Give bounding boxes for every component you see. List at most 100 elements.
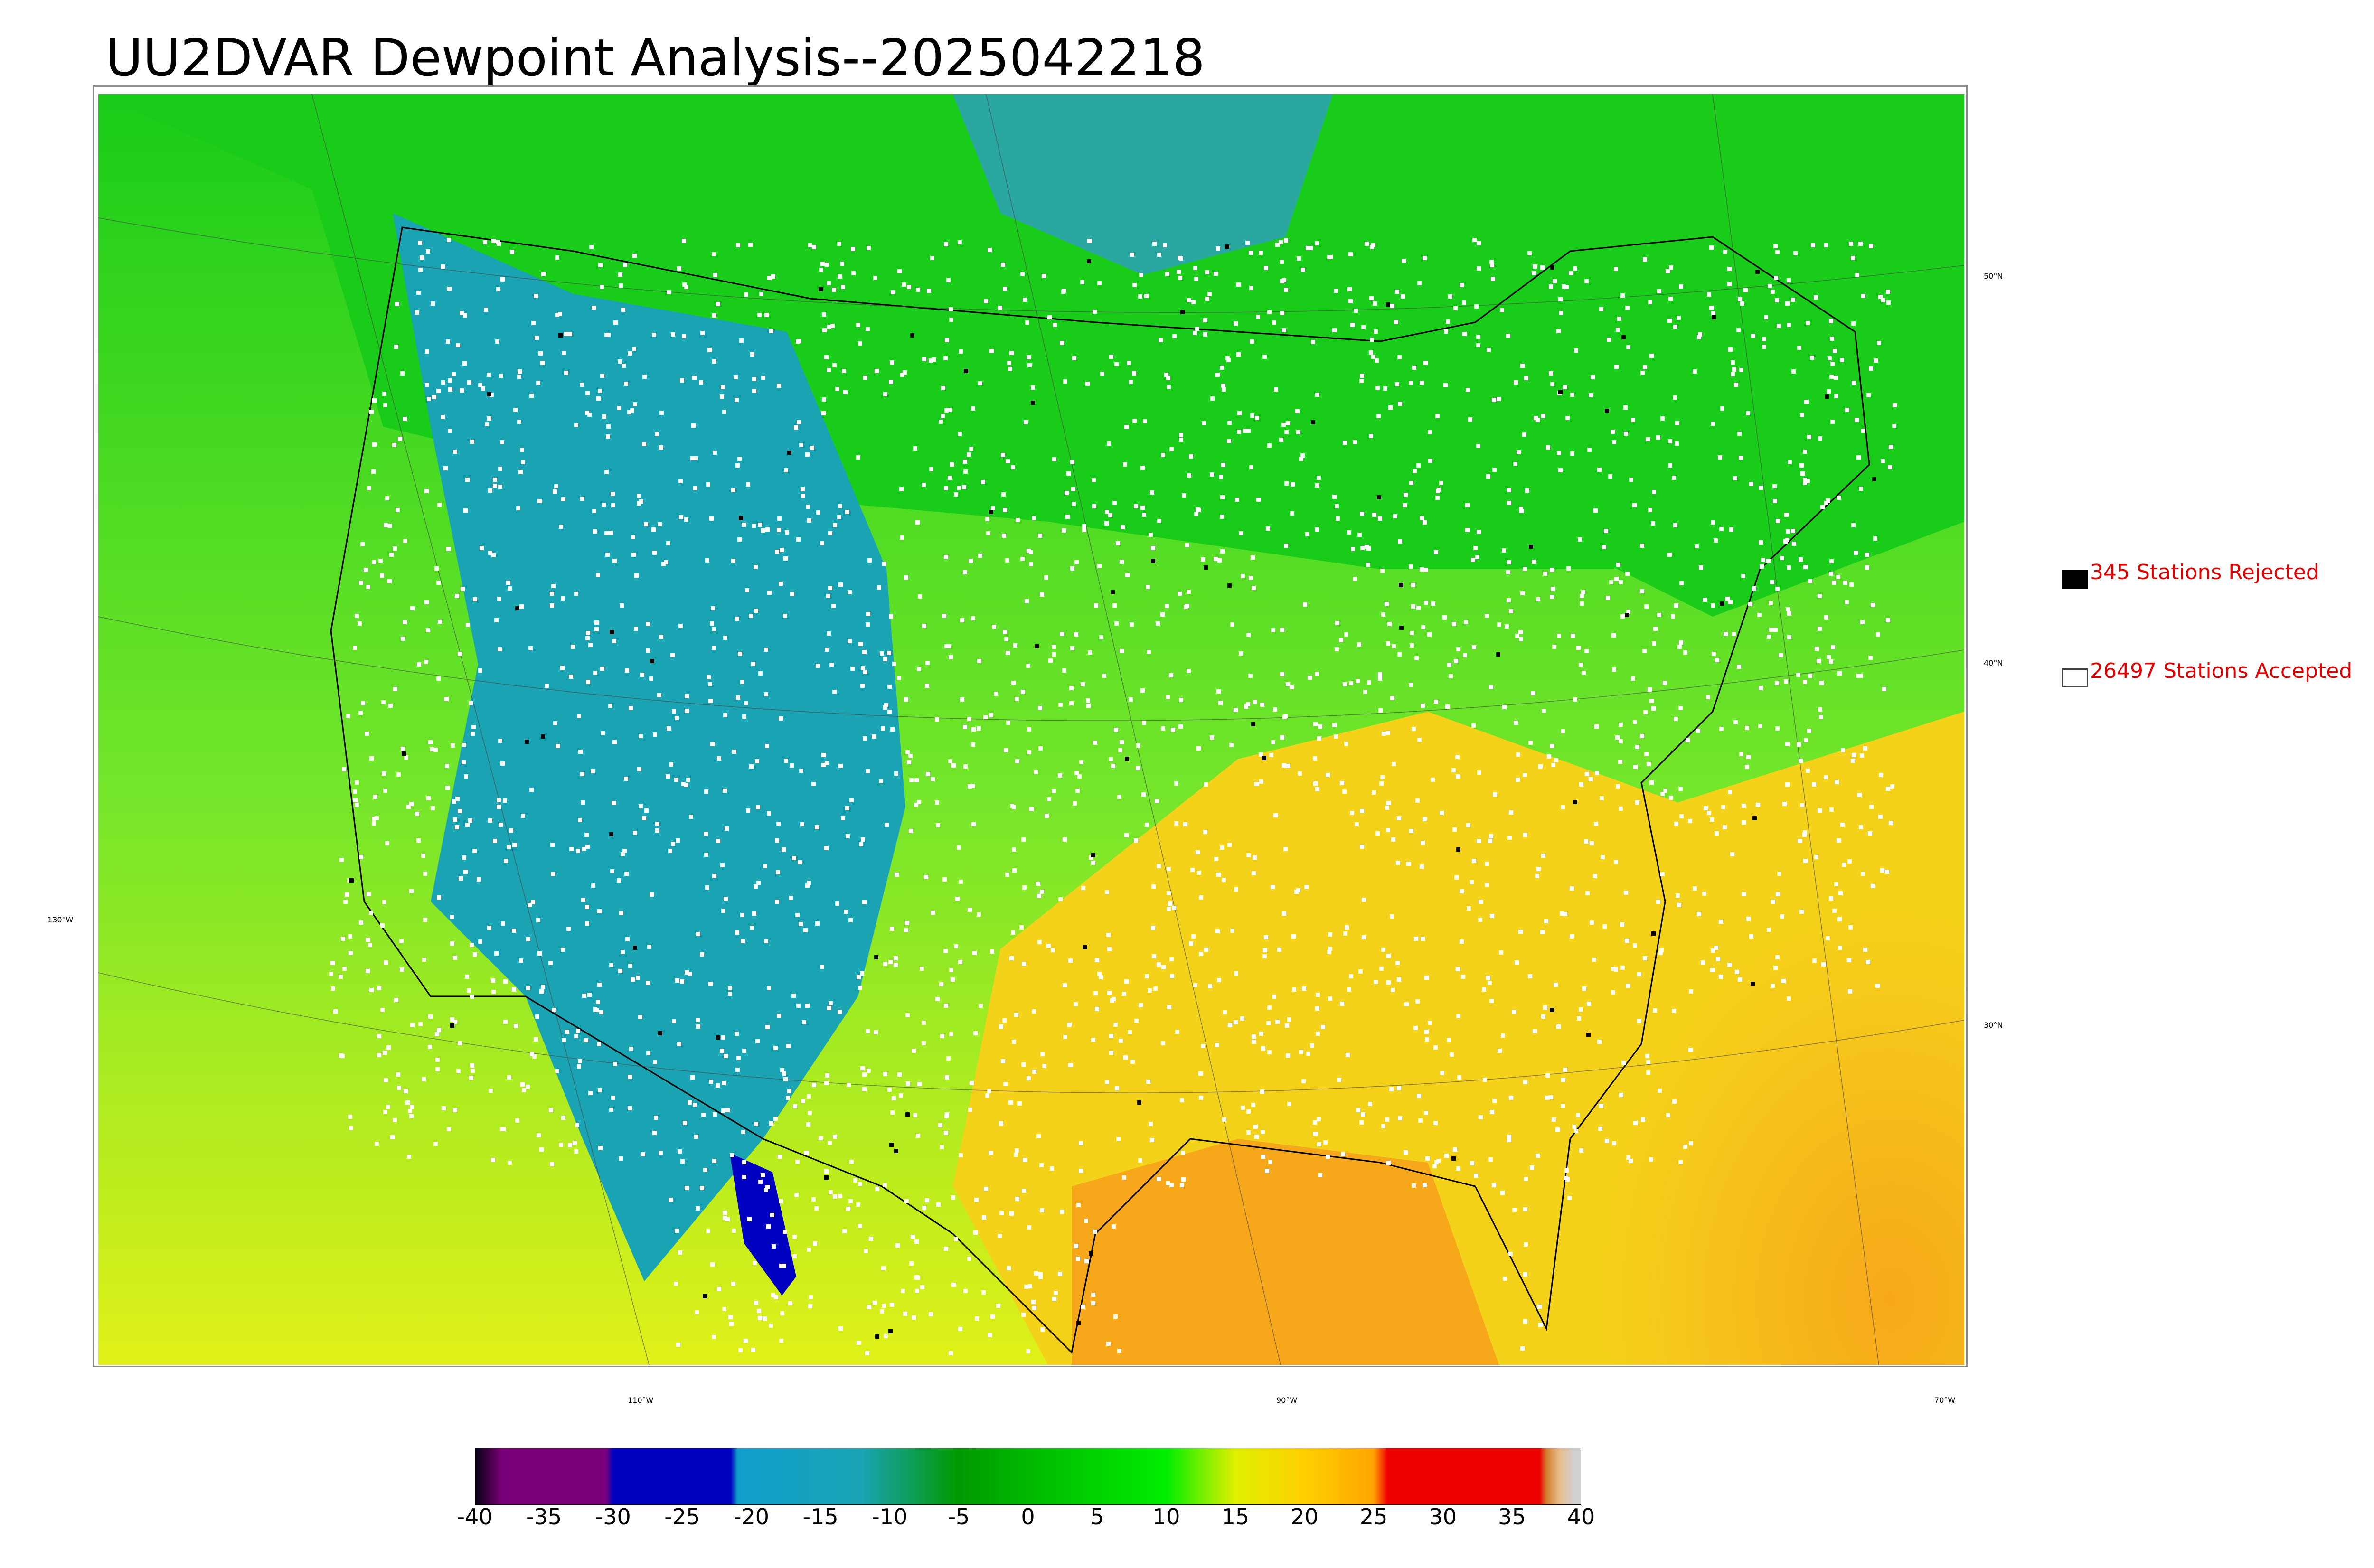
accepted-station-marker — [382, 392, 386, 396]
accepted-station-marker — [1522, 432, 1526, 437]
accepted-station-marker — [885, 823, 889, 827]
accepted-station-marker — [1845, 600, 1849, 604]
accepted-station-marker — [802, 1020, 806, 1024]
accepted-station-marker — [426, 796, 431, 800]
accepted-station-marker — [1858, 242, 1863, 246]
accepted-station-marker — [1739, 752, 1743, 756]
accepted-station-marker — [1806, 321, 1810, 325]
accepted-station-marker — [460, 388, 464, 393]
accepted-station-marker — [695, 1310, 699, 1314]
accepted-station-marker — [1829, 572, 1833, 576]
accepted-station-marker — [825, 263, 829, 267]
accepted-station-marker — [1397, 1086, 1401, 1090]
accepted-station-marker — [1337, 1078, 1341, 1082]
accepted-station-marker — [507, 1075, 511, 1080]
accepted-station-marker — [1689, 989, 1693, 994]
accepted-station-marker — [1735, 970, 1739, 974]
accepted-station-marker — [1144, 294, 1149, 298]
accepted-station-marker — [1472, 645, 1476, 649]
accepted-station-marker — [929, 467, 933, 471]
accepted-station-marker — [1477, 266, 1481, 271]
accepted-station-marker — [901, 1289, 905, 1293]
accepted-station-marker — [496, 287, 500, 291]
accepted-station-marker — [1386, 641, 1390, 646]
accepted-station-marker — [423, 872, 427, 876]
accepted-station-marker — [1868, 831, 1872, 836]
accepted-station-marker — [1699, 565, 1703, 570]
accepted-station-marker — [458, 809, 462, 813]
accepted-station-marker — [330, 961, 335, 965]
accepted-station-marker — [555, 313, 559, 317]
accepted-station-marker — [1851, 759, 1855, 763]
accepted-station-marker — [1305, 532, 1309, 536]
accepted-station-marker — [1675, 421, 1679, 425]
accepted-station-marker — [1203, 830, 1207, 834]
accepted-station-marker — [982, 1215, 986, 1220]
accepted-station-marker — [377, 986, 381, 990]
accepted-station-marker — [863, 670, 867, 674]
accepted-station-marker — [500, 277, 505, 282]
accepted-station-marker — [536, 381, 540, 385]
accepted-station-marker — [970, 1081, 974, 1085]
accepted-station-marker — [1612, 1141, 1616, 1145]
accepted-station-marker — [889, 614, 893, 619]
accepted-station-marker — [1491, 277, 1495, 281]
accepted-station-marker — [1698, 332, 1702, 337]
accepted-station-marker — [1134, 1019, 1139, 1023]
accepted-station-marker — [455, 594, 459, 598]
accepted-station-marker — [630, 408, 634, 413]
rejected-station-marker — [1399, 626, 1404, 630]
accepted-station-marker — [1492, 1099, 1497, 1103]
accepted-station-marker — [1456, 1166, 1460, 1171]
accepted-station-marker — [1518, 630, 1523, 634]
accepted-station-marker — [1264, 266, 1268, 270]
accepted-station-marker — [897, 676, 901, 680]
accepted-station-marker — [1667, 319, 1672, 323]
accepted-station-marker — [1773, 628, 1778, 632]
accepted-station-marker — [1378, 672, 1382, 676]
accepted-station-marker — [606, 424, 611, 429]
accepted-station-marker — [498, 467, 502, 471]
accepted-station-marker — [1229, 743, 1234, 747]
accepted-station-marker — [784, 468, 788, 472]
accepted-station-marker — [1112, 501, 1117, 505]
colorbar-tick-label: 30 — [1429, 1504, 1457, 1530]
accepted-station-marker — [723, 789, 727, 793]
accepted-station-marker — [873, 276, 877, 280]
accepted-station-marker — [829, 1001, 833, 1005]
accepted-station-marker — [1865, 565, 1869, 570]
rejected-station-markers — [349, 244, 1876, 1339]
accepted-station-marker — [488, 818, 492, 823]
accepted-station-marker — [1889, 445, 1893, 449]
accepted-station-marker — [732, 1229, 736, 1233]
accepted-station-marker — [752, 389, 756, 393]
accepted-station-marker — [1394, 320, 1398, 324]
accepted-station-marker — [1044, 575, 1048, 580]
accepted-station-marker — [958, 960, 962, 964]
accepted-station-marker — [520, 1082, 525, 1087]
accepted-station-marker — [410, 1023, 415, 1027]
rejected-station-marker — [1377, 495, 1381, 499]
accepted-station-marker — [940, 1145, 944, 1149]
accepted-station-marker — [1573, 697, 1577, 702]
accepted-station-marker — [1877, 341, 1881, 345]
accepted-station-marker — [1731, 360, 1735, 365]
accepted-station-marker — [1509, 810, 1513, 815]
accepted-station-marker — [950, 462, 954, 467]
accepted-station-marker — [1413, 1026, 1418, 1030]
accepted-station-marker — [1715, 831, 1719, 836]
accepted-station-marker — [807, 518, 811, 523]
accepted-station-marker — [1600, 796, 1604, 800]
accepted-station-marker — [1519, 637, 1523, 641]
accepted-station-marker — [427, 397, 431, 401]
accepted-station-marker — [770, 1213, 774, 1217]
accepted-station-marker — [436, 389, 441, 393]
accepted-station-marker — [1109, 757, 1113, 761]
accepted-station-marker — [1001, 492, 1006, 497]
accepted-station-marker — [637, 767, 641, 771]
accepted-station-marker — [1164, 373, 1168, 377]
accepted-station-marker — [574, 423, 578, 427]
accepted-station-marker — [951, 763, 956, 768]
accepted-station-marker — [1022, 962, 1026, 966]
accepted-station-marker — [1339, 638, 1343, 642]
